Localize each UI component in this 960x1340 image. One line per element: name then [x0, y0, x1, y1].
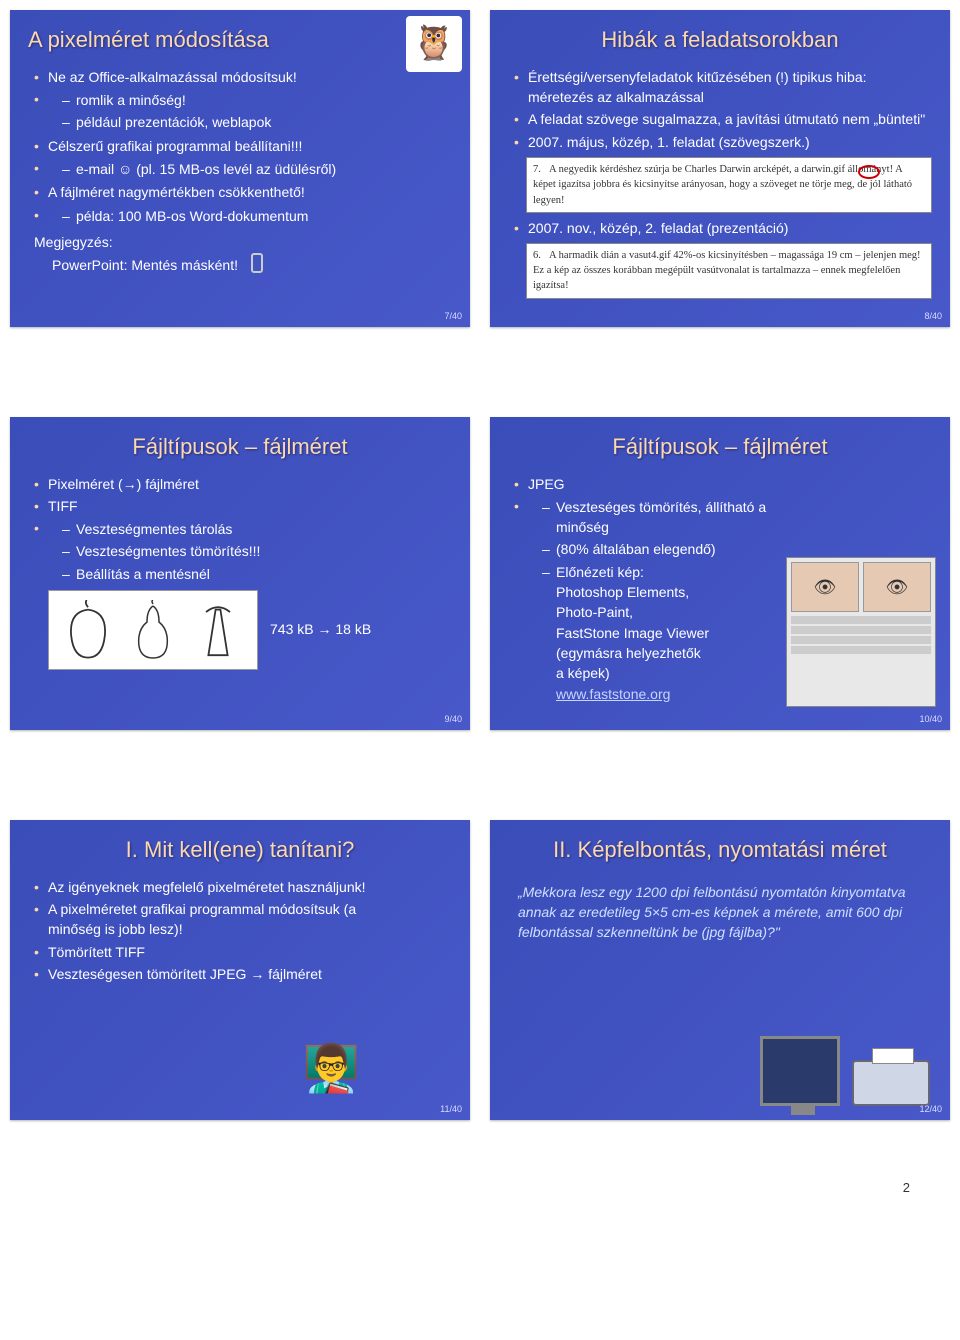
note-label: Megjegyzés:: [34, 234, 113, 250]
page-number: 11/40: [440, 1103, 462, 1116]
slide-10: Fájltípusok – fájlméret JPEG Veszteséges…: [490, 417, 950, 730]
sub-bullet: Veszteségmentes tárolás: [62, 518, 452, 540]
slide-12: II. Képfelbontás, nyomtatási méret „Mekk…: [490, 820, 950, 1120]
document-page-number: 2: [10, 1180, 950, 1195]
slide-title: Hibák a feladatsorokban: [508, 24, 932, 56]
size-label: 743 kB → 18 kB: [270, 619, 371, 639]
red-circle-icon: [858, 165, 880, 179]
bullet: A pixelméretet grafikai programmal módos…: [34, 898, 368, 941]
slide-8: Hibák a feladatsorokban Érettségi/versen…: [490, 10, 950, 327]
bullet-list: 2007. nov., közép, 2. feladat (prezentác…: [508, 217, 932, 239]
monitor-icon: [760, 1036, 840, 1106]
bullet: Érettségi/versenyfeladatok kitűzésében (…: [514, 66, 932, 109]
task-box-2: 6. A harmadik dián a vasut4.gif 42%-os k…: [526, 243, 932, 299]
teacher-icon: 👨‍🏫: [303, 1035, 360, 1102]
sub-bullet: Beállítás a mentésnél: [62, 563, 452, 585]
sub-bullet: Veszteséges tömörítés, állítható a minős…: [542, 496, 788, 539]
bullet-list: Érettségi/versenyfeladatok kitűzésében (…: [508, 66, 932, 153]
bullet-list: Ne az Office-alkalmazással módosítsuk! r…: [28, 66, 452, 228]
eye-icon: 👁: [791, 562, 859, 612]
slide-7: 🦉 A pixelméret módosítása Ne az Office-a…: [10, 10, 470, 327]
export-dialog-image: 👁 👁: [786, 557, 936, 707]
sub-bullet: például prezentációk, weblapok: [62, 111, 452, 133]
bullet: A feladat szövege sugalmazza, a javítási…: [514, 108, 932, 130]
apps-list: Photoshop Elements, Photo-Paint, FastSto…: [556, 584, 709, 681]
sub-bullet: (80% általában elegendő): [542, 538, 788, 560]
bullet: Pixelméret (→) fájlméret: [34, 473, 452, 495]
bullet: Tömörített TIFF: [34, 941, 368, 963]
slide-title: II. Képfelbontás, nyomtatási méret: [508, 834, 932, 866]
bullet: JPEG: [514, 473, 788, 495]
page-number: 7/40: [444, 310, 462, 323]
slide-title: I. Mit kell(ene) tanítani?: [28, 834, 452, 866]
bullet-list: JPEG Veszteséges tömörítés, állítható a …: [508, 473, 788, 706]
sub-bullet: romlik a minőség!: [62, 89, 452, 111]
bullet: Célszerű grafikai programmal beállítani!…: [34, 135, 452, 157]
computer-printer-image: [760, 1036, 930, 1106]
sub-bullet: Előnézeti kép: Photoshop Elements, Photo…: [542, 561, 788, 705]
bullet: Veszteségesen tömörített JPEG → fájlmére…: [34, 963, 368, 985]
owl-icon: 🦉: [406, 16, 462, 72]
eye-icon: 👁: [863, 562, 931, 612]
page-number: 12/40: [919, 1103, 942, 1116]
page-number: 9/40: [444, 713, 462, 726]
slide-9: Fájltípusok – fájlméret Pixelméret (→) f…: [10, 417, 470, 730]
sub-bullet: példa: 100 MB-os Word-dokumentum: [62, 205, 452, 227]
faststone-link[interactable]: www.faststone.org: [556, 686, 670, 702]
fruit-image: [48, 590, 258, 670]
task-box-1: 7. A negyedik kérdéshez szúrja be Charle…: [526, 157, 932, 213]
slide-title: Fájltípusok – fájlméret: [508, 431, 932, 463]
note-text: PowerPoint: Mentés másként!: [34, 257, 238, 273]
bullet-list: Pixelméret (→) fájlméret TIFF Veszteségm…: [28, 473, 452, 586]
question-text: „Mekkora lesz egy 1200 dpi felbontású ny…: [508, 876, 932, 949]
clip-icon: [248, 252, 266, 279]
printer-icon: [852, 1060, 930, 1106]
bullet: Ne az Office-alkalmazással módosítsuk!: [34, 66, 452, 88]
bullet: TIFF: [34, 495, 452, 517]
slide-11: I. Mit kell(ene) tanítani? Az igényeknek…: [10, 820, 470, 1120]
bullet: 2007. nov., közép, 2. feladat (prezentác…: [514, 217, 932, 239]
sub-bullet: e-mail ☺ (pl. 15 MB-os levél az üdülésrő…: [62, 158, 452, 180]
slides-grid: 🦉 A pixelméret módosítása Ne az Office-a…: [10, 10, 950, 1120]
bullet: 2007. május, közép, 1. feladat (szövegsz…: [514, 131, 932, 153]
slide-title: Fájltípusok – fájlméret: [28, 431, 452, 463]
bullet-list: Az igényeknek megfelelő pixelméretet has…: [28, 876, 368, 985]
bullet: Az igényeknek megfelelő pixelméretet has…: [34, 876, 368, 898]
sub-bullet: Veszteségmentes tömörítés!!!: [62, 540, 452, 562]
bullet: A fájlméret nagymértékben csökkenthető!: [34, 181, 452, 203]
page-number: 8/40: [924, 310, 942, 323]
slide-title: A pixelméret módosítása: [28, 24, 452, 56]
page-number: 10/40: [919, 713, 942, 726]
